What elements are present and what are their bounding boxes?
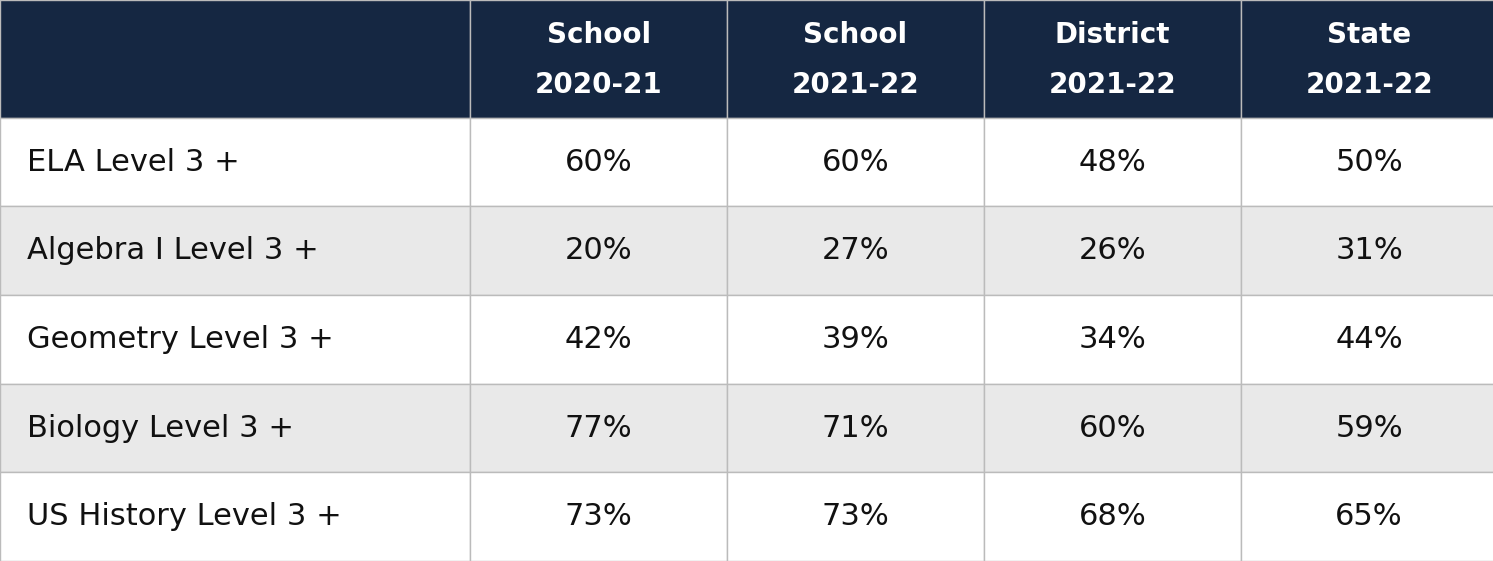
Text: 71%: 71%	[821, 413, 890, 443]
Text: 77%: 77%	[564, 413, 633, 443]
Text: 2021-22: 2021-22	[1305, 71, 1433, 99]
Text: 2021-22: 2021-22	[791, 71, 920, 99]
Bar	[470, 384, 727, 472]
Text: 73%: 73%	[564, 502, 633, 531]
Text: 34%: 34%	[1078, 325, 1147, 354]
Bar	[984, 0, 1241, 118]
Text: 2021-22: 2021-22	[1048, 71, 1176, 99]
Bar	[470, 118, 727, 206]
Bar	[727, 118, 984, 206]
Bar	[727, 384, 984, 472]
Bar	[727, 206, 984, 295]
Text: District: District	[1054, 21, 1171, 49]
Bar	[0, 472, 470, 561]
Text: 26%: 26%	[1078, 236, 1147, 265]
Bar	[727, 0, 984, 118]
Text: 60%: 60%	[564, 148, 633, 177]
Text: 73%: 73%	[821, 502, 890, 531]
Text: 50%: 50%	[1335, 148, 1403, 177]
Bar	[0, 0, 470, 118]
Bar	[984, 118, 1241, 206]
Bar	[0, 295, 470, 384]
Text: 48%: 48%	[1078, 148, 1147, 177]
Text: 60%: 60%	[1078, 413, 1147, 443]
Text: State: State	[1327, 21, 1411, 49]
Text: 31%: 31%	[1335, 236, 1403, 265]
Text: 65%: 65%	[1335, 502, 1403, 531]
Bar	[984, 384, 1241, 472]
Text: 60%: 60%	[821, 148, 890, 177]
Text: Biology Level 3 +: Biology Level 3 +	[27, 413, 294, 443]
Bar	[0, 118, 470, 206]
Bar	[984, 472, 1241, 561]
Text: 42%: 42%	[564, 325, 633, 354]
Text: School: School	[546, 21, 651, 49]
Text: 44%: 44%	[1335, 325, 1403, 354]
Text: ELA Level 3 +: ELA Level 3 +	[27, 148, 239, 177]
Text: 2020-21: 2020-21	[534, 71, 663, 99]
Bar	[1241, 206, 1493, 295]
Bar	[727, 295, 984, 384]
Bar	[470, 472, 727, 561]
Text: 39%: 39%	[821, 325, 890, 354]
Bar	[1241, 118, 1493, 206]
Text: 20%: 20%	[564, 236, 633, 265]
Bar	[984, 295, 1241, 384]
Text: Geometry Level 3 +: Geometry Level 3 +	[27, 325, 333, 354]
Text: 68%: 68%	[1078, 502, 1147, 531]
Bar	[470, 295, 727, 384]
Bar	[727, 472, 984, 561]
Text: 27%: 27%	[821, 236, 890, 265]
Bar	[470, 0, 727, 118]
Bar	[470, 206, 727, 295]
Text: 59%: 59%	[1335, 413, 1403, 443]
Bar	[0, 206, 470, 295]
Bar	[1241, 295, 1493, 384]
Text: Algebra I Level 3 +: Algebra I Level 3 +	[27, 236, 318, 265]
Text: School: School	[803, 21, 908, 49]
Text: US History Level 3 +: US History Level 3 +	[27, 502, 342, 531]
Bar	[0, 384, 470, 472]
Bar	[1241, 472, 1493, 561]
Bar	[1241, 0, 1493, 118]
Bar	[984, 206, 1241, 295]
Bar	[1241, 384, 1493, 472]
